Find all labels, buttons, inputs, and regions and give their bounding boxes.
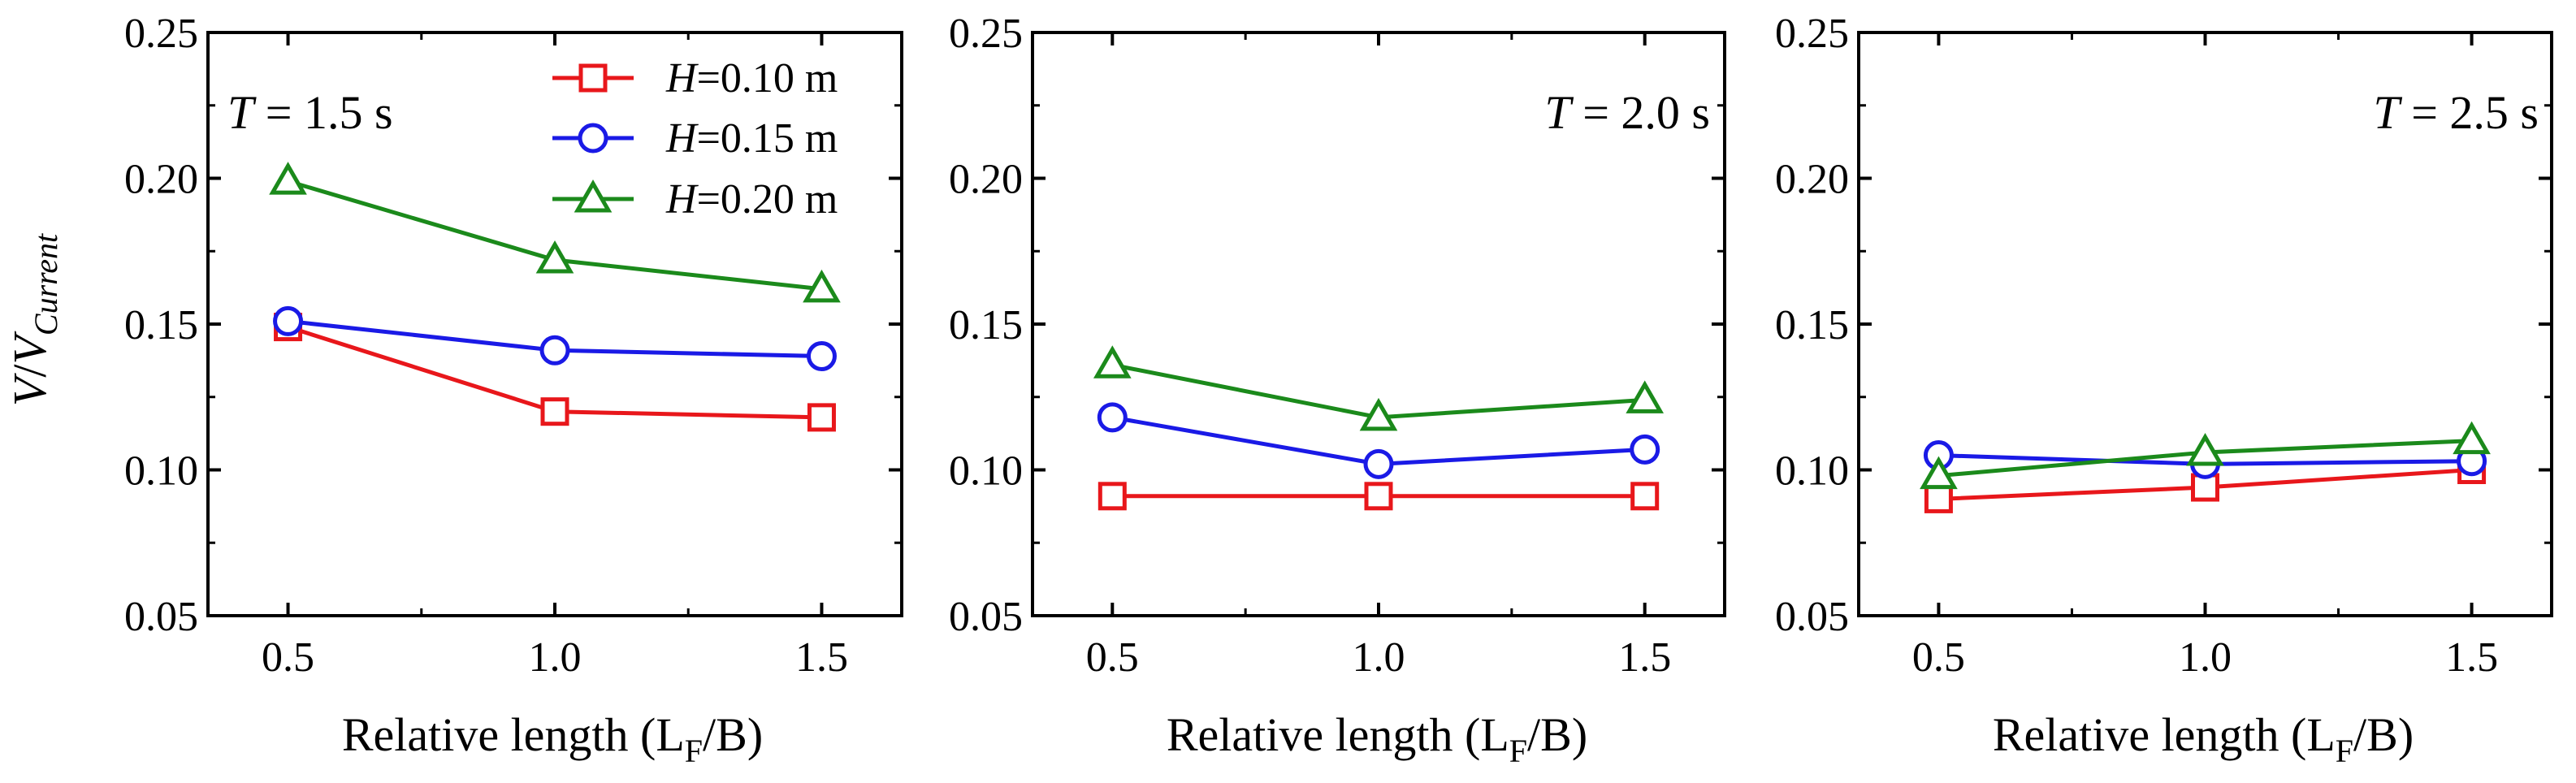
- series-layer: [1093, 345, 1665, 511]
- tick-labels: 0.05 0.10 0.15 0.20 0.25 0.5 1.0 1.5: [949, 11, 1671, 681]
- legend-item-h020: H=0.20 m: [552, 176, 838, 223]
- panel-1: 0.050.100.150.200.250.5 1.0 1.5 T = 1.5 s …: [124, 11, 903, 769]
- y-tick-label: 0.10: [949, 448, 1023, 495]
- data-point-h015m: [539, 335, 570, 366]
- plot-area: [1857, 31, 2553, 617]
- y-tick-label: 0.15: [949, 302, 1023, 348]
- y-tick-label: 0.15: [1775, 302, 1849, 348]
- data-point-h020m: [2186, 432, 2224, 466]
- legend-marker-triangle: [574, 179, 613, 213]
- panel-2: 0.050.100.150.200.250.5 1.0 1.5 T = 2.0 s …: [949, 11, 1726, 769]
- period-annotation: T = 2.5 s: [2373, 86, 2539, 139]
- series-layer: [1920, 421, 2491, 513]
- tick-labels: 0.05 0.10 0.15 0.20 0.25 0.5 1.0 1.5: [1775, 11, 2498, 681]
- plot-area: [206, 31, 903, 617]
- data-point-h020m: [1920, 456, 1958, 490]
- tick-labels: 0.05 0.10 0.15 0.20 0.25 0.5 1.0 1.5: [124, 11, 848, 681]
- data-point-h010m: [1364, 482, 1393, 511]
- y-tick-label: 0.15: [124, 302, 198, 348]
- data-point-h010m: [1630, 482, 1660, 511]
- data-point-h015m: [1097, 402, 1128, 433]
- data-point-h015m: [806, 340, 837, 371]
- data-point-h015m: [273, 305, 304, 336]
- x-axis-label: Relative length (LF/B): [342, 708, 763, 769]
- y-tick-label: 0.20: [949, 157, 1023, 203]
- data-point-h010m: [1098, 482, 1127, 511]
- data-point-h020m: [535, 240, 574, 274]
- data-point-h010m: [807, 403, 836, 432]
- y-tick-label: 0.20: [1775, 157, 1849, 203]
- data-point-h010m: [540, 397, 569, 426]
- legend: H=0.10 m H=0.15 m H=0.20 m: [552, 55, 838, 223]
- x-tick-label: 0.5: [1912, 634, 1965, 681]
- x-axis-label: Relative length (LF/B): [1167, 708, 1587, 769]
- legend-item-h010: H=0.10 m: [552, 55, 838, 102]
- y-tick-label: 0.20: [124, 157, 198, 203]
- series-layer: [269, 162, 841, 432]
- data-point-h020m: [1093, 345, 1132, 379]
- x-tick-label: 1.5: [795, 634, 848, 681]
- data-point-h020m: [269, 162, 307, 195]
- data-point-h020m: [803, 269, 841, 303]
- period-annotation: T = 2.0 s: [1544, 86, 1710, 139]
- data-point-h015m: [1630, 434, 1660, 465]
- data-point-h020m: [2453, 421, 2491, 455]
- x-tick-label: 0.5: [262, 634, 314, 681]
- data-point-h020m: [1359, 397, 1398, 431]
- y-tick-label: 0.10: [124, 448, 198, 495]
- legend-label-h015: H=0.15 m: [665, 115, 838, 162]
- x-tick-label: 1.0: [529, 634, 582, 681]
- data-point-h020m: [1626, 380, 1665, 413]
- x-tick-label: 1.5: [1618, 634, 1671, 681]
- x-tick-label: 1.0: [2179, 634, 2232, 681]
- legend-label-h020: H=0.20 m: [665, 176, 838, 223]
- y-axis-label: V/VCurrent: [3, 233, 64, 406]
- y-tick-label: 0.05: [1775, 594, 1849, 640]
- legend-item-h015: H=0.15 m: [552, 115, 838, 162]
- legend-marker-circle: [578, 123, 608, 154]
- y-tick-label: 0.05: [124, 594, 198, 640]
- legend-marker-square: [578, 63, 608, 93]
- data-point-h015m: [1363, 448, 1394, 479]
- x-tick-label: 0.5: [1086, 634, 1139, 681]
- x-tick-label: 1.5: [2445, 634, 2498, 681]
- legend-label-h010: H=0.10 m: [665, 55, 838, 102]
- period-annotation: T = 1.5 s: [227, 86, 393, 139]
- panel-3: 0.050.100.150.200.250.5 1.0 1.5 T = 2.5 s …: [1775, 11, 2553, 769]
- y-tick-label: 0.25: [1775, 11, 1849, 57]
- plot-area: [1031, 31, 1726, 617]
- x-axis-label: Relative length (LF/B): [1993, 708, 2414, 769]
- y-tick-label: 0.25: [949, 11, 1023, 57]
- y-tick-label: 0.10: [1775, 448, 1849, 495]
- x-tick-label: 1.0: [1353, 634, 1405, 681]
- y-tick-label: 0.25: [124, 11, 198, 57]
- y-tick-label: 0.05: [949, 594, 1023, 640]
- data-point-h010m: [1924, 484, 1953, 513]
